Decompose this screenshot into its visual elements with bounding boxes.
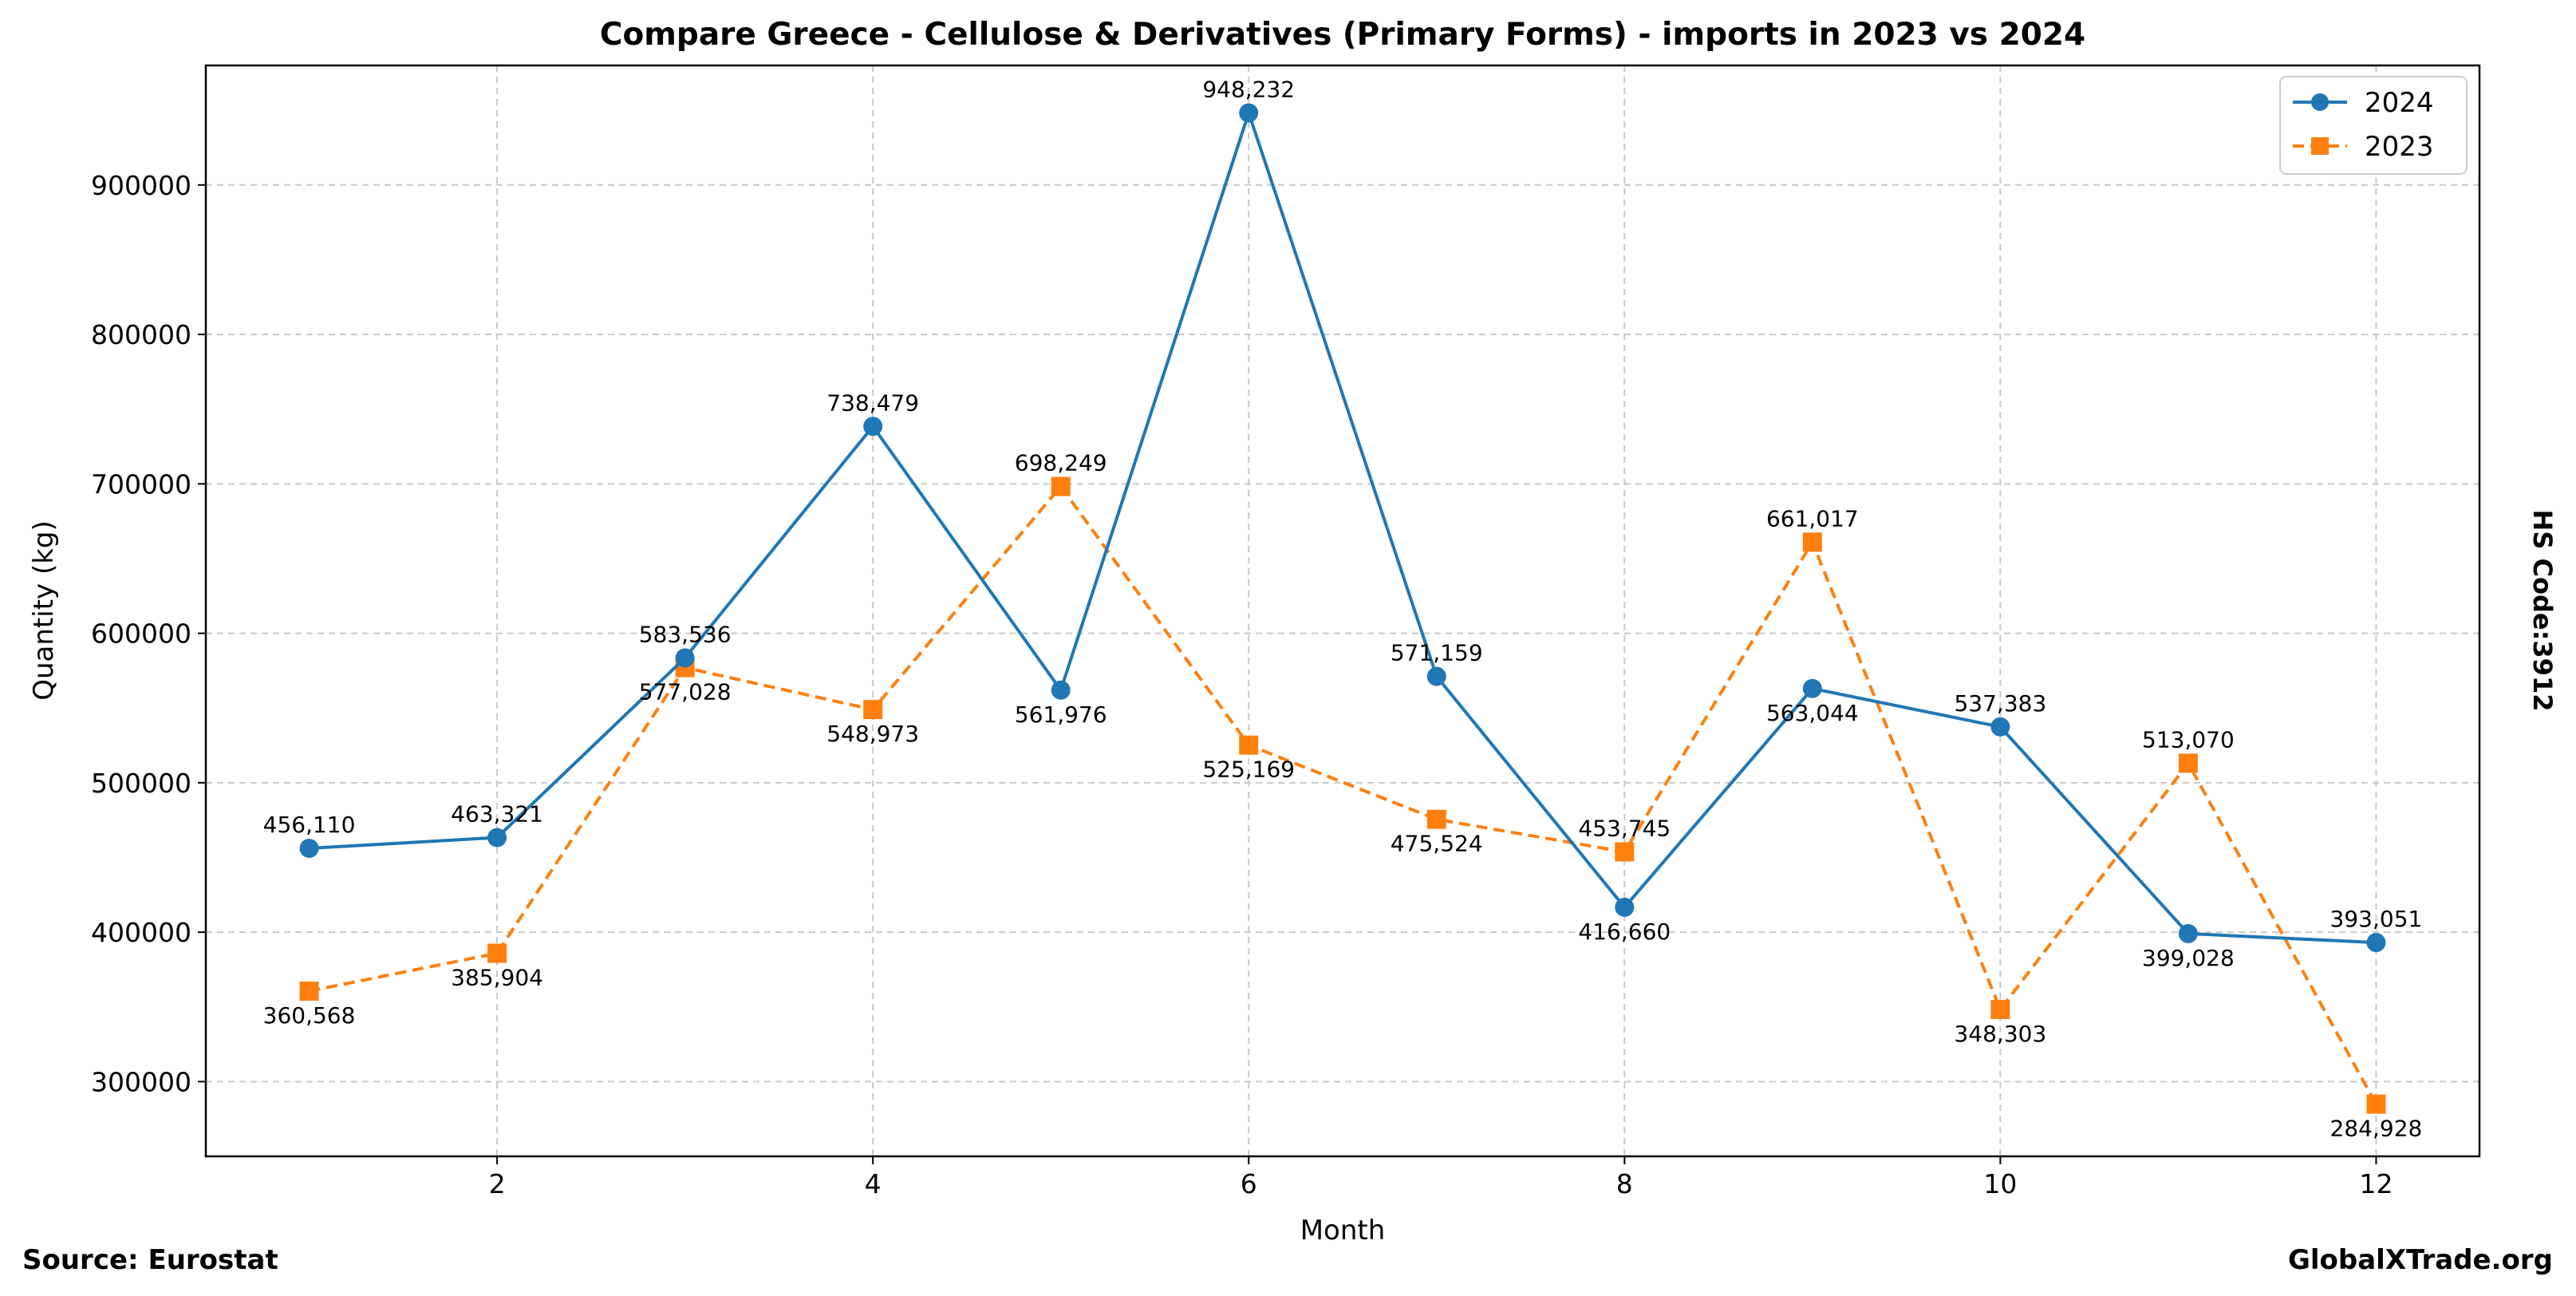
legend-label-2024: 2024 [2365,87,2434,119]
data-point-2024 [2178,923,2198,943]
y-tick-label: 400000 [91,917,191,948]
y-tick-label: 700000 [91,468,191,500]
data-label-2023: 513,070 [2142,726,2235,753]
data-point-2024 [1051,680,1071,700]
legend-marker-2023 [2311,137,2329,155]
data-point-2024 [1615,897,1635,917]
data-point-2024 [1990,717,2010,737]
data-point-2024 [299,839,319,859]
data-point-2023 [1051,476,1071,496]
x-tick-label: 12 [2359,1168,2393,1199]
data-label-2023: 348,303 [1954,1021,2046,1047]
data-label-2024: 463,321 [451,801,543,828]
data-label-2023: 475,524 [1391,831,1483,857]
brand-label: GlobalXTrade.org [2288,1244,2553,1276]
data-point-2024 [1802,678,1822,698]
y-tick-label: 500000 [91,768,191,799]
data-point-2023 [863,700,883,720]
data-point-2023 [1615,842,1635,862]
data-label-2023: 525,169 [1202,757,1295,783]
x-axis-label: Month [1300,1215,1386,1247]
data-point-2024 [487,828,507,848]
data-point-2023 [2178,753,2198,773]
legend-marker-2024 [2311,93,2329,111]
x-tick-label: 2 [489,1168,506,1199]
x-tick-label: 6 [1241,1168,1257,1199]
data-point-2023 [1990,999,2010,1019]
data-label-2023: 284,928 [2330,1116,2423,1142]
data-label-2023: 453,745 [1578,815,1671,841]
data-label-2024: 416,660 [1578,919,1671,945]
data-point-2024 [863,417,883,437]
data-label-2024: 393,051 [2330,906,2423,932]
data-label-2024: 583,536 [639,621,732,647]
data-label-2023: 385,904 [451,965,543,991]
data-label-2024: 563,044 [1766,700,1859,726]
data-label-2024: 571,159 [1391,640,1483,666]
data-label-2023: 661,017 [1766,505,1859,531]
data-label-2023: 548,973 [826,721,919,747]
data-label-2024: 537,383 [1954,690,2046,717]
data-point-2023 [487,943,507,963]
data-point-2023 [1802,532,1822,552]
data-label-2023: 698,249 [1015,450,1107,476]
x-tick-label: 10 [1983,1168,2017,1199]
axis-ticks: 2 4 6 8 10 12 300000 400000 500000 600000 700000 80… [91,170,2393,1199]
data-label-2024: 456,110 [263,812,356,838]
legend: 2024 2023 [2279,76,2468,175]
x-tick-label: 4 [865,1168,882,1199]
series-line-2024 [309,111,2377,945]
data-point-2023 [299,981,319,1001]
data-label-2023: 360,568 [263,1002,356,1029]
grid [206,65,2479,1156]
y-tick-label: 600000 [91,618,191,650]
legend-label-2023: 2023 [2365,131,2434,163]
data-point-2024 [2366,933,2386,953]
source-label: Source: Eurostat [22,1244,278,1276]
x-tick-label: 8 [1616,1168,1633,1199]
data-point-2024 [1426,666,1446,686]
data-label-2024: 948,232 [1202,76,1295,102]
series [299,103,2386,1114]
y-axis-label: Quantity (kg) [28,520,60,701]
data-label-2024: 399,028 [2142,945,2235,971]
data-point-2023 [1426,809,1446,829]
hs-code-label: HS Code:3912 [2527,510,2558,712]
y-tick-label: 300000 [91,1066,191,1097]
data-labels: 456,110 463,321 583,536 738,479 561,976 948,2… [263,76,2423,1141]
data-point-2023 [2366,1094,2386,1114]
data-label-2024: 738,479 [826,389,919,416]
data-label-2023: 577,028 [639,679,732,705]
data-point-2024 [1239,103,1259,123]
plot-frame [204,64,2481,1158]
y-tick-label: 900000 [91,170,191,201]
data-point-2023 [1239,735,1259,755]
series-line-2023 [309,484,2378,1105]
y-tick-label: 800000 [91,319,191,350]
data-point-2024 [675,648,695,668]
data-label-2024: 561,976 [1015,701,1107,728]
chart-title: Compare Greece - Cellulose & Derivatives… [600,17,2085,53]
